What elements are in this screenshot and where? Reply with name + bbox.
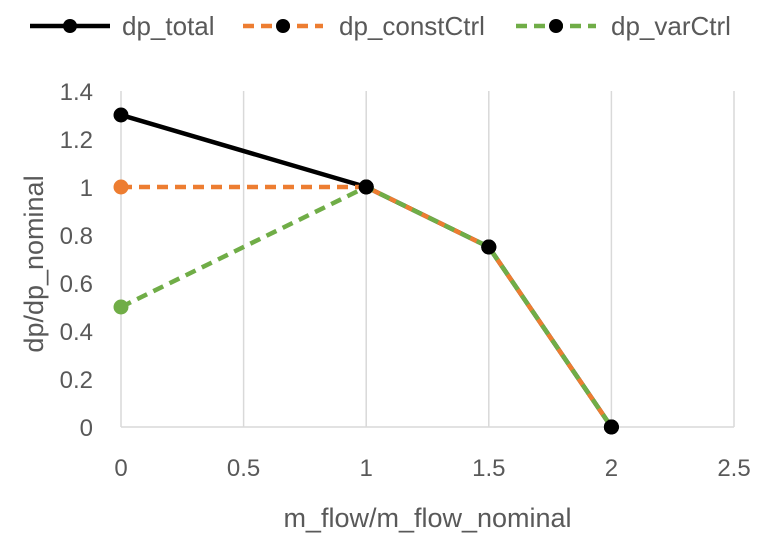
series-line-dp-varctrl [120, 184, 614, 429]
x-tick-label: 1 [360, 455, 373, 482]
data-point [481, 239, 497, 255]
y-tick-label: 1.2 [60, 127, 93, 154]
series-line-dp-constctrl [121, 184, 614, 429]
y-tick-label: 1 [80, 175, 93, 202]
y-tick-label: 0.6 [60, 271, 93, 298]
legend-label: dp_varCtrl [611, 11, 731, 41]
y-tick-label: 0 [80, 415, 93, 442]
x-tick-label: 1.5 [472, 455, 505, 482]
legend-marker [63, 19, 77, 33]
x-tick-label: 0.5 [227, 455, 260, 482]
y-tick-label: 0.8 [60, 223, 93, 250]
y-tick-label: 0.4 [60, 319, 93, 346]
y-axis-title: dp/dp_nominal [19, 175, 49, 352]
y-tick-label: 1.4 [60, 79, 93, 106]
legend-marker [276, 19, 290, 33]
axes: 0 0.5 1 1.5 2 2.5 0 0.2 0.4 0.6 0.8 1 1.2 1.4 [60, 79, 751, 482]
data-point [113, 299, 129, 315]
legend: dp_total dp_constCtrl dp_varCtrl [30, 11, 731, 41]
y-tick-label: 0.2 [60, 367, 93, 394]
legend-item-dp-constctrl: dp_constCtrl [243, 11, 485, 41]
legend-label: dp_total [122, 11, 215, 41]
data-point [113, 107, 129, 123]
data-point [603, 419, 619, 435]
data-point [113, 179, 129, 195]
data-point [358, 179, 374, 195]
legend-item-dp-varctrl: dp_varCtrl [516, 11, 731, 41]
x-axis-title: m_flow/m_flow_nominal [283, 503, 571, 533]
legend-item-dp-total: dp_total [30, 11, 215, 41]
legend-marker [549, 19, 563, 33]
x-tick-label: 0 [114, 455, 127, 482]
gridlines [242, 91, 735, 427]
series-layer [113, 107, 619, 435]
series-dp-varctrl [113, 179, 619, 435]
x-tick-label: 2.5 [717, 455, 750, 482]
legend-label: dp_constCtrl [339, 11, 485, 41]
x-tick-label: 2 [605, 455, 618, 482]
